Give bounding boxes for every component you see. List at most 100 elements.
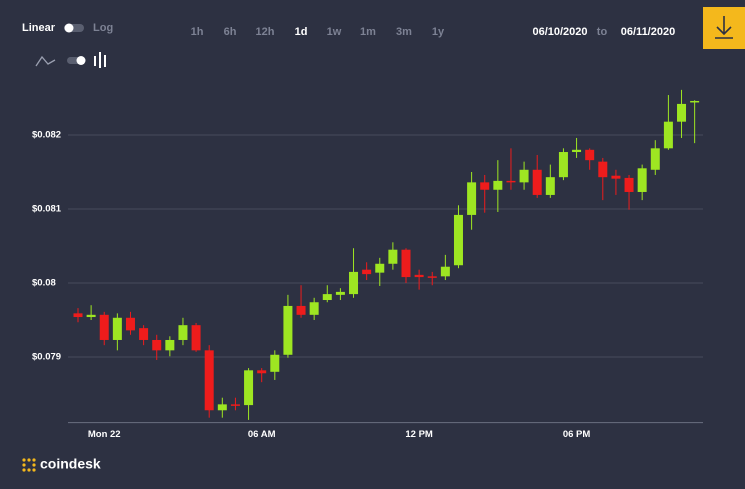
candle-body <box>650 148 660 170</box>
candle <box>690 100 700 144</box>
toolbar: Linear Log 06/10/2020 to 06/11/2020 coin… <box>22 7 745 472</box>
range-button[interactable]: 1h <box>191 26 204 38</box>
download-button[interactable] <box>703 7 745 49</box>
candle-body <box>690 100 700 103</box>
y-tick-label: $0.081 <box>32 204 62 215</box>
x-tick-label: 12 PM <box>405 429 433 440</box>
candle-body <box>362 269 372 275</box>
candle <box>375 257 385 286</box>
candle <box>637 164 647 201</box>
candle-body <box>637 168 647 192</box>
candle <box>663 95 673 150</box>
candle-body <box>283 305 293 355</box>
candle <box>453 205 463 269</box>
candle <box>611 169 621 195</box>
candle-body <box>427 276 437 278</box>
candle-body <box>519 169 529 183</box>
candle <box>440 254 450 281</box>
scale-linear[interactable]: Linear <box>22 22 56 34</box>
date-to[interactable]: 06/11/2020 <box>621 26 675 38</box>
range-button[interactable]: 1m <box>360 26 376 38</box>
candle-body <box>204 350 214 411</box>
candle-body <box>165 339 175 351</box>
candle <box>427 271 437 286</box>
line-chart-icon[interactable] <box>35 55 56 67</box>
scale-toggle-knob <box>64 23 74 33</box>
candle <box>178 317 188 346</box>
candle <box>152 334 162 360</box>
download-icon <box>715 16 733 39</box>
candle-body <box>611 175 621 179</box>
candle-chart-icon[interactable] <box>94 52 106 68</box>
candle-body <box>440 266 450 277</box>
candle <box>112 313 122 351</box>
candle <box>191 322 201 352</box>
candle <box>335 288 345 301</box>
candle <box>204 345 214 418</box>
candle <box>493 160 503 212</box>
range-button[interactable]: 6h <box>224 26 237 38</box>
candle-body <box>506 180 516 183</box>
candle-body <box>493 180 503 190</box>
candle <box>401 248 411 283</box>
candle-body <box>257 370 267 374</box>
candle-body <box>401 249 411 278</box>
candle <box>244 368 254 420</box>
y-tick-label: $0.082 <box>32 130 61 141</box>
candle <box>572 137 582 158</box>
candle <box>519 161 529 190</box>
candle <box>165 336 175 357</box>
candle <box>270 350 280 380</box>
candle-body <box>322 294 332 301</box>
candle <box>532 154 542 198</box>
x-tick-label: 06 AM <box>248 429 276 440</box>
candle-body <box>624 177 634 192</box>
candle-body <box>480 182 490 190</box>
candle <box>86 305 96 320</box>
candle <box>598 157 608 201</box>
candle <box>545 164 555 198</box>
candle <box>139 325 149 346</box>
range-button[interactable]: 1y <box>432 26 445 38</box>
range-button[interactable]: 3m <box>396 26 412 38</box>
candle <box>585 148 595 170</box>
candle-body <box>467 182 477 215</box>
candle-body <box>453 214 463 266</box>
candle <box>558 148 568 181</box>
candle <box>283 294 293 358</box>
candle <box>309 297 319 320</box>
y-tick-label: $0.08 <box>32 278 56 289</box>
candle-body <box>230 404 240 406</box>
candle-body <box>572 149 582 153</box>
candle <box>650 140 660 175</box>
chart-type-toggle-knob <box>76 56 86 65</box>
candle-body <box>296 305 306 315</box>
brand-logo <box>22 458 36 472</box>
candle <box>506 148 516 190</box>
date-connector: to <box>597 26 608 38</box>
candle-body <box>375 263 385 273</box>
range-button[interactable]: 1d <box>295 26 308 38</box>
candle-body <box>73 313 83 318</box>
scale-log[interactable]: Log <box>93 22 113 34</box>
candle-body <box>388 249 398 264</box>
candle <box>230 397 240 411</box>
candle-body <box>309 302 319 315</box>
candle <box>414 269 424 290</box>
candle <box>296 285 306 318</box>
candle-body <box>152 339 162 351</box>
candle <box>257 368 267 383</box>
candle-body <box>112 317 122 340</box>
date-from[interactable]: 06/10/2020 <box>532 26 587 38</box>
candle-body <box>585 149 595 161</box>
candle <box>480 174 490 213</box>
range-button[interactable]: 1w <box>327 26 342 38</box>
range-button[interactable]: 12h <box>256 26 275 38</box>
candle <box>217 397 227 418</box>
candle-body <box>217 404 227 411</box>
candle-body <box>545 177 555 195</box>
x-tick-label: 06 PM <box>563 429 591 440</box>
y-tick-label: $0.079 <box>32 352 61 363</box>
candle <box>467 172 477 230</box>
